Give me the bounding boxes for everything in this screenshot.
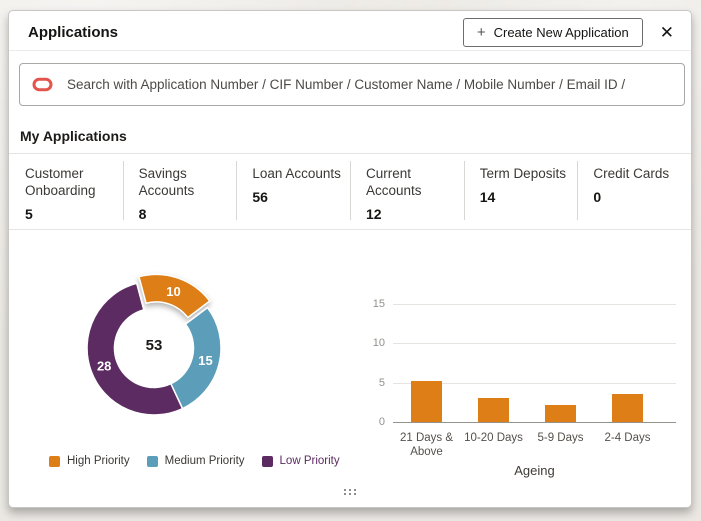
page-title: Applications bbox=[28, 24, 119, 41]
stats-strip: Customer Onboarding 5 Savings Accounts 8 Loa… bbox=[9, 153, 691, 230]
stat-customer-onboarding: Customer Onboarding 5 bbox=[9, 154, 123, 229]
x-tick-10-20-days: 10-20 Days bbox=[464, 432, 523, 444]
stat-label: Current Accounts bbox=[366, 166, 422, 198]
legend-item-high-priority[interactable]: High Priority bbox=[49, 455, 130, 467]
legend-label: Medium Priority bbox=[164, 455, 245, 467]
ageing-axis-title: Ageing bbox=[514, 463, 555, 478]
donut-slice-value: 28 bbox=[97, 359, 111, 374]
stat-label: Customer Onboarding bbox=[25, 166, 96, 198]
y-tick-label: 10 bbox=[372, 337, 385, 350]
gridline bbox=[393, 343, 676, 345]
donut-slice-low-priority[interactable] bbox=[86, 282, 184, 416]
create-new-application-button[interactable]: + Create New Application bbox=[462, 18, 643, 47]
bar-21-days-above[interactable] bbox=[411, 381, 442, 422]
x-tick-21-days-above: 21 Days & Above bbox=[399, 432, 454, 458]
bar-10-20-days[interactable] bbox=[478, 398, 509, 422]
search-input[interactable] bbox=[67, 77, 672, 92]
stat-label: Loan Accounts bbox=[252, 166, 341, 181]
x-tick-2-4-days: 2-4 Days bbox=[604, 432, 651, 444]
bar-2-4-days[interactable] bbox=[612, 393, 643, 422]
gridline bbox=[393, 304, 676, 305]
stat-value: 8 bbox=[138, 206, 147, 222]
stat-value: 56 bbox=[252, 189, 268, 205]
plus-icon: + bbox=[476, 24, 486, 41]
donut-slice-high-priority[interactable] bbox=[138, 273, 211, 319]
donut-svg: 10 15 28 bbox=[86, 273, 222, 416]
x-tick-5-9-days: 5-9 Days bbox=[537, 432, 584, 444]
stat-label: Credit Cards bbox=[593, 166, 670, 181]
stat-term-deposits: Term Deposits 14 bbox=[463, 154, 578, 229]
applications-panel: Applications + Create New Application ✕ … bbox=[8, 10, 692, 508]
stat-value: 0 bbox=[593, 189, 602, 205]
panel-header: Applications + Create New Application ✕ bbox=[9, 11, 691, 51]
donut-slice-value: 10 bbox=[166, 284, 180, 299]
legend-label: High Priority bbox=[67, 455, 130, 467]
donut-legend: High Priority Medium Priority Low Priority bbox=[49, 455, 340, 467]
search-bar[interactable] bbox=[19, 63, 685, 106]
donut-slice-value: 15 bbox=[198, 353, 212, 368]
donut-slice-medium-priority[interactable] bbox=[169, 306, 222, 410]
legend-swatch bbox=[146, 455, 158, 467]
stat-value: 5 bbox=[25, 206, 33, 222]
stat-label: Savings Accounts bbox=[138, 166, 195, 198]
section-title: My Applications bbox=[20, 128, 127, 144]
close-icon[interactable]: ✕ bbox=[659, 23, 674, 42]
stat-credit-cards: Credit Cards 0 bbox=[577, 154, 691, 229]
y-tick-label: 15 bbox=[372, 298, 385, 310]
create-button-label: Create New Application bbox=[493, 25, 629, 40]
stat-label: Term Deposits bbox=[479, 166, 566, 181]
priority-donut-chart: 10 15 28 53 bbox=[54, 248, 254, 448]
bar-5-9-days[interactable] bbox=[545, 405, 576, 422]
y-tick-label: 0 bbox=[378, 416, 385, 428]
stat-current-accounts: Current Accounts 12 bbox=[350, 154, 464, 229]
legend-item-low-priority[interactable]: Low Priority bbox=[261, 455, 340, 467]
stat-value: 12 bbox=[366, 206, 382, 222]
y-tick-label: 5 bbox=[378, 376, 385, 389]
gridline bbox=[393, 382, 676, 384]
stat-savings-accounts: Savings Accounts 8 bbox=[122, 154, 237, 229]
stat-loan-accounts: Loan Accounts 56 bbox=[236, 154, 350, 229]
ageing-bar-chart: Ageing 0 5 10 15 21 Days & Above 10-20 Days 5-… bbox=[373, 298, 676, 478]
legend-swatch bbox=[261, 455, 273, 467]
oracle-logo-icon bbox=[32, 77, 53, 92]
legend-label: Low Priority bbox=[279, 455, 340, 467]
legend-swatch bbox=[49, 455, 60, 467]
drag-handle-icon[interactable] bbox=[341, 486, 359, 498]
stat-value: 14 bbox=[479, 189, 496, 205]
legend-item-medium-priority[interactable]: Medium Priority bbox=[146, 455, 245, 467]
